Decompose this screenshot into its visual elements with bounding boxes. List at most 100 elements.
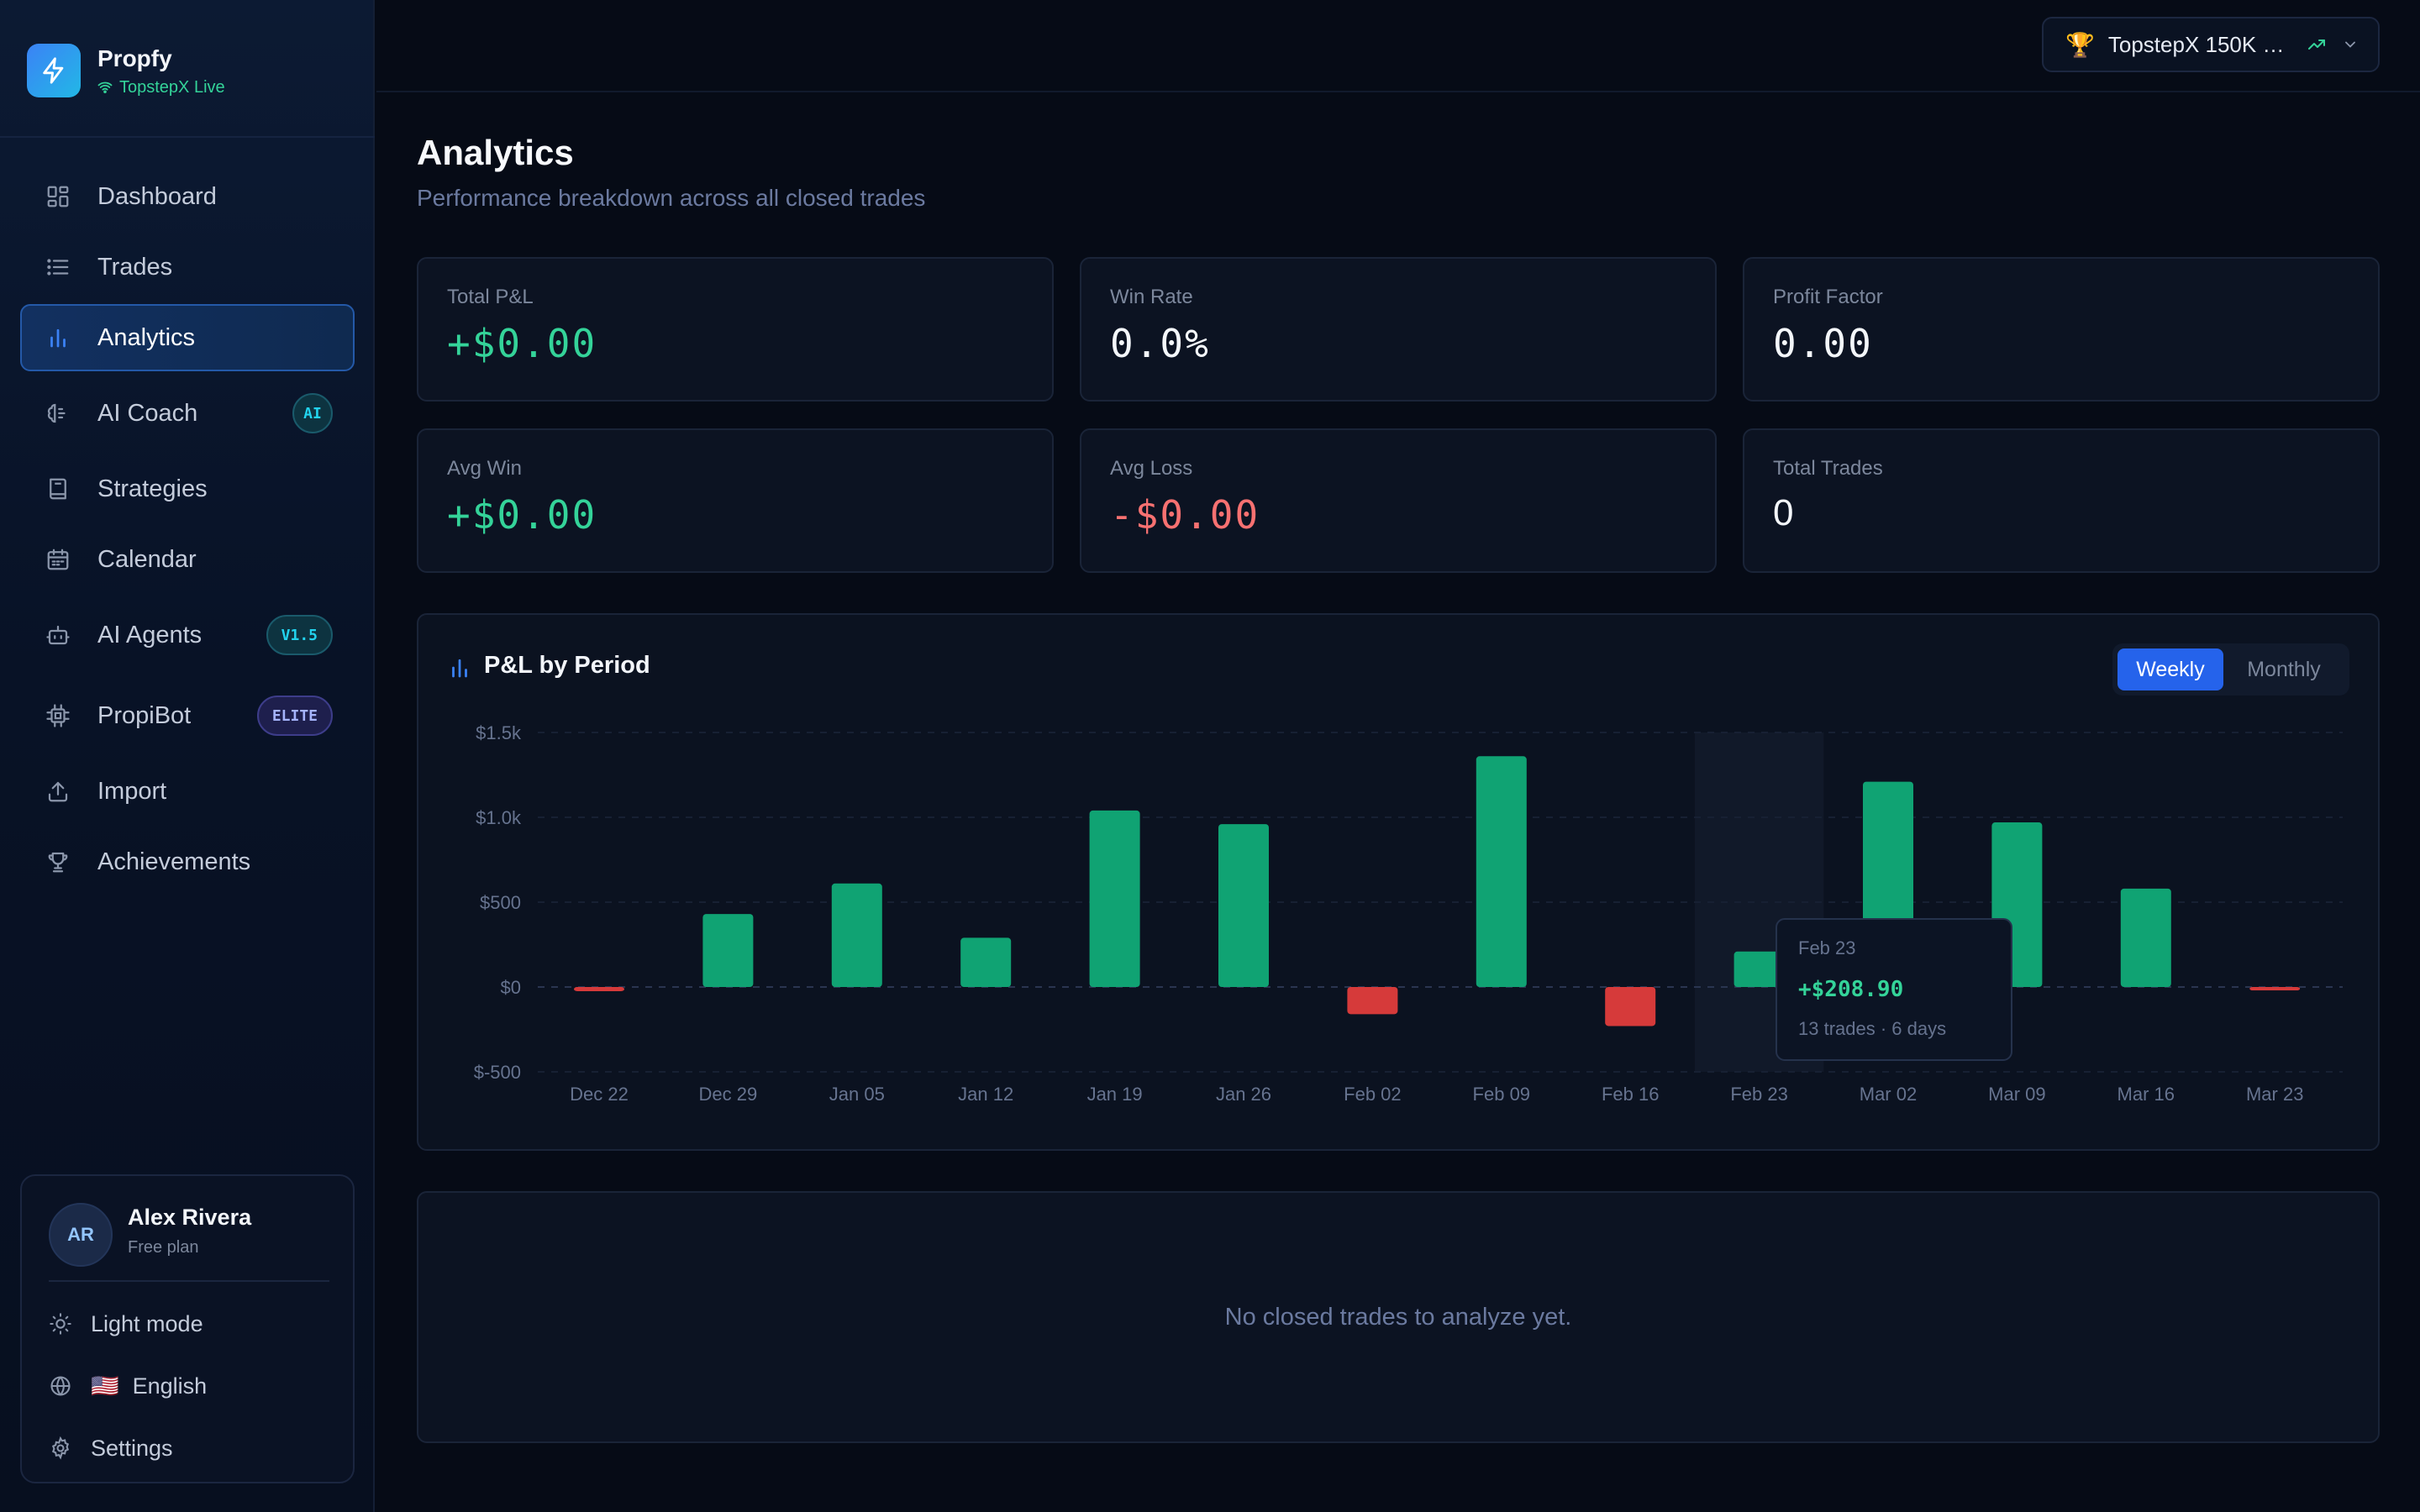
elite-badge: ELITE: [256, 696, 333, 736]
sidebar-item-analytics[interactable]: Analytics: [20, 304, 355, 371]
flag-icon: 🇺🇸: [91, 1373, 119, 1399]
empty-state-text: No closed trades to analyze yet.: [1224, 1303, 1572, 1331]
bar[interactable]: [1089, 810, 1140, 987]
x-tick-label: Feb 23: [1730, 1084, 1788, 1105]
trophy-icon: 🏆: [2065, 31, 2095, 58]
stat-value: +$0.00: [447, 321, 597, 366]
x-tick-label: Dec 22: [570, 1084, 629, 1105]
grid-icon: [44, 182, 72, 211]
x-tick-label: Feb 16: [1602, 1084, 1660, 1105]
bar[interactable]: [960, 937, 1012, 987]
sidebar-item-ai-agents[interactable]: AI Agents V1.5: [20, 601, 355, 669]
x-tick-label: Feb 09: [1473, 1084, 1531, 1105]
user-plan: Free plan: [128, 1238, 199, 1257]
stat-value: 0: [1773, 492, 1796, 533]
stat-value: -$0.00: [1110, 492, 1260, 538]
upload-icon: [44, 777, 72, 806]
stat-label: Avg Loss: [1110, 457, 1193, 480]
book-icon: [44, 475, 72, 503]
stat-value: 0.00: [1773, 321, 1873, 366]
user-name: Alex Rivera: [128, 1205, 252, 1230]
x-tick-label: Jan 26: [1216, 1084, 1271, 1105]
brand[interactable]: Propfy TopstepX Live: [27, 40, 225, 101]
x-tick-label: Jan 19: [1087, 1084, 1143, 1105]
sidebar-item-label: Achievements: [97, 848, 251, 875]
user-divider: [49, 1280, 329, 1282]
stat-label: Win Rate: [1110, 286, 1193, 308]
stat-card-avg-win: Avg Win +$0.00: [417, 428, 1054, 573]
account-label: TopstepX 150K Fu...: [2107, 31, 2295, 57]
y-tick-label: $-500: [474, 1062, 521, 1083]
bar[interactable]: [1347, 987, 1398, 1015]
x-tick-label: Mar 23: [2246, 1084, 2303, 1105]
settings-link[interactable]: Settings: [49, 1428, 173, 1468]
connection-status: TopstepX Live: [97, 78, 225, 97]
x-tick-label: Mar 09: [1988, 1084, 2045, 1105]
bar[interactable]: [702, 914, 754, 987]
bar[interactable]: [1218, 824, 1269, 987]
user-card: AR Alex Rivera Free plan Light mode 🇺🇸 E…: [20, 1174, 355, 1483]
globe-icon: [50, 1376, 71, 1396]
sidebar-item-label: Calendar: [97, 545, 197, 573]
tooltip-date: Feb 23: [1798, 937, 1856, 958]
monthly-toggle-button[interactable]: Monthly: [2247, 657, 2321, 681]
theme-toggle[interactable]: Light mode: [49, 1304, 203, 1344]
stat-label: Total Trades: [1773, 457, 1883, 480]
bar[interactable]: [1605, 987, 1656, 1026]
chevron-down-icon: [2344, 41, 2355, 48]
sidebar-item-strategies[interactable]: Strategies: [20, 455, 355, 522]
bar[interactable]: [2249, 987, 2301, 991]
language-selector[interactable]: 🇺🇸 English: [49, 1366, 207, 1406]
trending-up-icon: [2307, 39, 2325, 50]
tooltip-detail: 13 trades · 6 days: [1798, 1018, 1946, 1039]
sun-icon: [50, 1313, 71, 1335]
bar[interactable]: [831, 883, 882, 987]
bar-chart-icon: [452, 659, 467, 678]
pnl-chart-panel: $1.5k $1.0k $500 $0 $-500 Dec 22 Dec 29 Jan 05 J…: [417, 613, 2380, 1151]
bar[interactable]: [2120, 888, 2171, 987]
bar[interactable]: [1476, 756, 1527, 987]
sidebar-item-calendar[interactable]: Calendar: [20, 526, 355, 593]
sidebar-item-import[interactable]: Import: [20, 758, 355, 825]
sidebar-item-achievements[interactable]: Achievements: [20, 828, 355, 895]
stat-card-win-rate: Win Rate 0.0%: [1080, 257, 1717, 402]
sidebar-item-ai-coach[interactable]: AI Coach AI: [20, 380, 355, 447]
chip-icon: [44, 701, 72, 730]
y-tick-label: $1.0k: [476, 807, 522, 828]
sidebar-item-trades[interactable]: Trades: [20, 234, 355, 301]
stat-label: Avg Win: [447, 457, 522, 480]
sidebar-item-label: AI Coach: [97, 399, 198, 427]
topbar: 🏆 TopstepX 150K Fu...: [376, 0, 2420, 92]
stat-card-total-trades: Total Trades 0: [1743, 428, 2380, 573]
sidebar-item-label: Analytics: [97, 323, 196, 351]
tooltip-value: +$208.90: [1798, 977, 1903, 1002]
sidebar-item-dashboard[interactable]: Dashboard: [20, 163, 355, 230]
sidebar-item-propibot[interactable]: PropiBot ELITE: [20, 682, 355, 749]
trophy-icon: [44, 848, 72, 876]
theme-label: Light mode: [91, 1310, 203, 1336]
bar[interactable]: [1733, 951, 1785, 987]
sidebar-item-label: Import: [97, 777, 167, 805]
bar[interactable]: [574, 987, 624, 992]
sidebar-item-label: Trades: [97, 253, 173, 281]
version-badge: V1.5: [266, 615, 333, 655]
list-icon: [44, 253, 72, 281]
brand-name: Propfy: [97, 45, 172, 71]
stat-card-total-pnl: Total P&L +$0.00: [417, 257, 1054, 402]
calendar-icon: [44, 545, 72, 574]
bolt-icon: [27, 44, 81, 97]
sidebar-item-label: Strategies: [97, 475, 208, 502]
chart-tooltip: [1776, 918, 2012, 1061]
chart-title: P&L by Period: [484, 652, 650, 679]
ai-badge: AI: [292, 393, 333, 433]
brain-icon: [44, 399, 72, 428]
empty-state-panel: No closed trades to analyze yet.: [417, 1191, 2380, 1443]
x-tick-label: Dec 29: [699, 1084, 758, 1105]
pnl-bar-chart[interactable]: $1.5k $1.0k $500 $0 $-500 Dec 22 Dec 29 Jan 05 J…: [418, 615, 2381, 1152]
avatar[interactable]: AR: [49, 1203, 113, 1267]
account-selector[interactable]: 🏆 TopstepX 150K Fu...: [2042, 17, 2380, 72]
weekly-toggle-button[interactable]: Weekly: [2118, 648, 2223, 690]
x-tick-label: Jan 12: [958, 1084, 1013, 1105]
stat-value: +$0.00: [447, 492, 597, 538]
y-tick-label: $0: [501, 977, 521, 998]
